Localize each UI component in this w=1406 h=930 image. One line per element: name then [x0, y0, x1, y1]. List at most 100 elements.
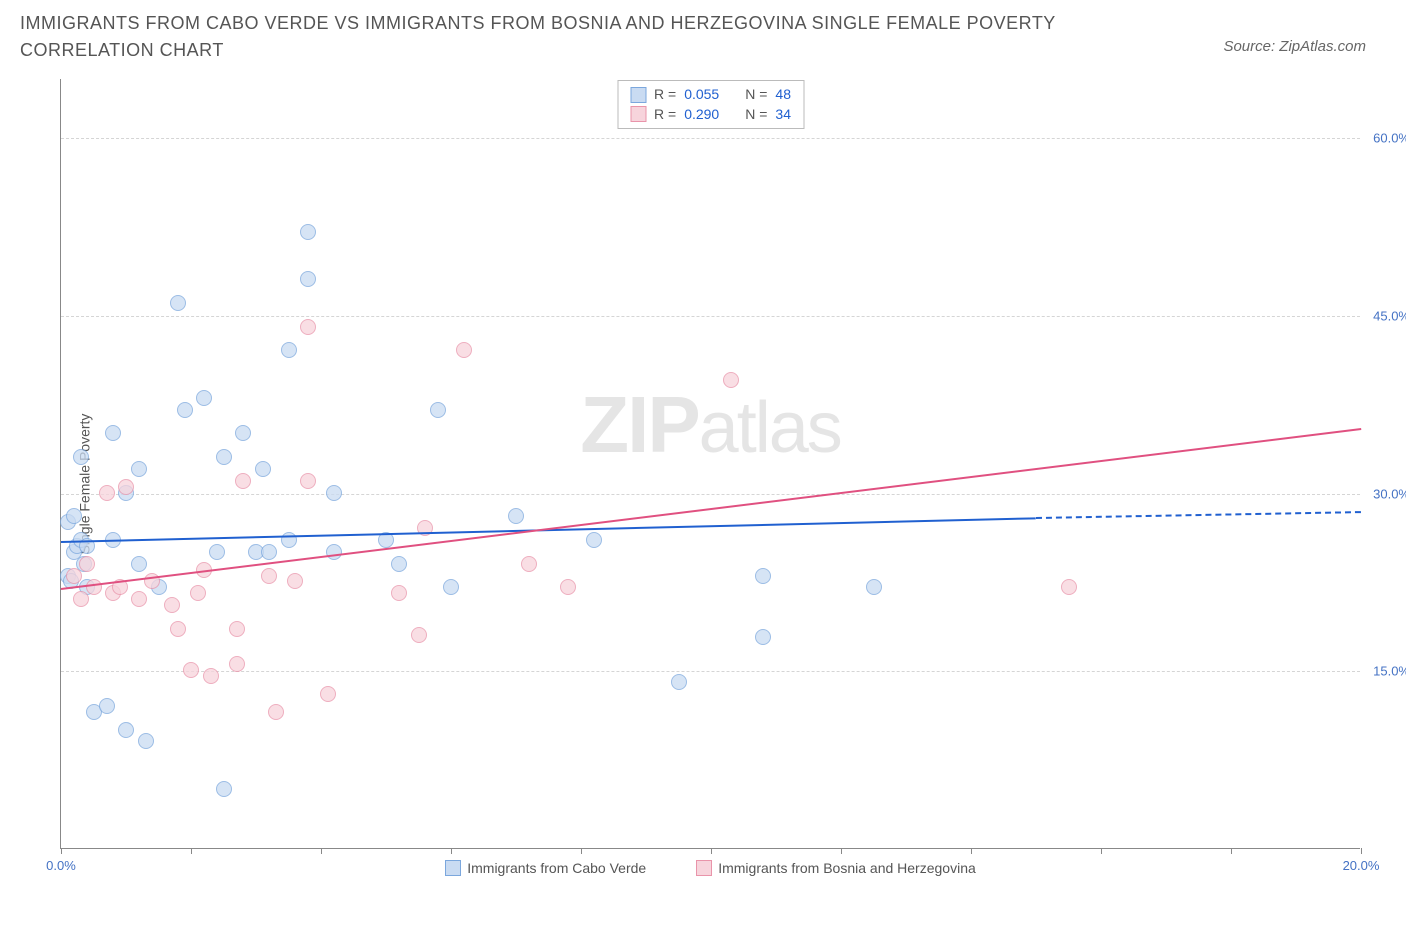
scatter-point	[170, 621, 186, 637]
scatter-point	[671, 674, 687, 690]
scatter-point	[177, 402, 193, 418]
scatter-point	[300, 271, 316, 287]
scatter-point	[209, 544, 225, 560]
scatter-point	[66, 508, 82, 524]
scatter-point	[261, 544, 277, 560]
scatter-point	[391, 556, 407, 572]
x-tick	[711, 848, 712, 854]
scatter-point	[118, 722, 134, 738]
r-label: R =	[654, 105, 676, 125]
scatter-point	[229, 656, 245, 672]
scatter-point	[521, 556, 537, 572]
trend-line	[61, 517, 1036, 543]
x-tick	[581, 848, 582, 854]
x-tick	[1231, 848, 1232, 854]
scatter-point	[170, 295, 186, 311]
scatter-point	[131, 461, 147, 477]
y-tick-label: 30.0%	[1365, 486, 1406, 501]
x-tick	[451, 848, 452, 854]
scatter-point	[430, 402, 446, 418]
legend-row: R = 0.055 N = 48	[630, 85, 791, 105]
x-tick	[1101, 848, 1102, 854]
watermark-atlas: atlas	[699, 388, 841, 468]
x-tick	[1361, 848, 1362, 854]
scatter-point	[391, 585, 407, 601]
scatter-point	[66, 568, 82, 584]
scatter-point	[255, 461, 271, 477]
scatter-point	[508, 508, 524, 524]
legend-swatch	[630, 87, 646, 103]
scatter-point	[443, 579, 459, 595]
n-value: 34	[775, 105, 791, 125]
scatter-point	[411, 627, 427, 643]
scatter-point	[216, 449, 232, 465]
scatter-point	[866, 579, 882, 595]
scatter-point	[268, 704, 284, 720]
legend-item: Immigrants from Bosnia and Herzegovina	[696, 860, 976, 876]
n-label: N =	[745, 105, 767, 125]
scatter-point	[1061, 579, 1077, 595]
x-tick	[971, 848, 972, 854]
legend-swatch	[696, 860, 712, 876]
scatter-point	[300, 319, 316, 335]
trend-line	[1036, 511, 1361, 519]
scatter-point	[320, 686, 336, 702]
series-legend: Immigrants from Cabo Verde Immigrants fro…	[61, 860, 1360, 876]
n-label: N =	[745, 85, 767, 105]
scatter-point	[99, 698, 115, 714]
scatter-point	[138, 733, 154, 749]
gridline	[61, 138, 1360, 139]
scatter-point	[86, 579, 102, 595]
legend-row: R = 0.290 N = 34	[630, 105, 791, 125]
scatter-point	[287, 573, 303, 589]
scatter-point	[235, 425, 251, 441]
scatter-point	[79, 556, 95, 572]
scatter-point	[300, 224, 316, 240]
scatter-point	[456, 342, 472, 358]
y-tick-label: 15.0%	[1365, 664, 1406, 679]
scatter-point	[560, 579, 576, 595]
scatter-point	[196, 390, 212, 406]
scatter-point	[300, 473, 316, 489]
scatter-point	[326, 485, 342, 501]
scatter-point	[73, 591, 89, 607]
scatter-point	[105, 425, 121, 441]
r-value: 0.290	[684, 105, 719, 125]
scatter-point	[723, 372, 739, 388]
x-tick	[841, 848, 842, 854]
scatter-point	[99, 485, 115, 501]
watermark-zip: ZIP	[580, 380, 698, 469]
legend-item: Immigrants from Cabo Verde	[445, 860, 646, 876]
scatter-point	[131, 591, 147, 607]
scatter-point	[216, 781, 232, 797]
gridline	[61, 316, 1360, 317]
scatter-point	[164, 597, 180, 613]
n-value: 48	[775, 85, 791, 105]
scatter-point	[131, 556, 147, 572]
scatter-point	[235, 473, 251, 489]
r-value: 0.055	[684, 85, 719, 105]
scatter-point	[203, 668, 219, 684]
scatter-point	[190, 585, 206, 601]
chart-header: IMMIGRANTS FROM CABO VERDE VS IMMIGRANTS…	[10, 10, 1396, 69]
trend-line	[61, 428, 1361, 590]
legend-label: Immigrants from Bosnia and Herzegovina	[718, 860, 976, 876]
chart-title: IMMIGRANTS FROM CABO VERDE VS IMMIGRANTS…	[20, 10, 1160, 64]
y-tick-label: 45.0%	[1365, 308, 1406, 323]
source-attribution: Source: ZipAtlas.com	[1223, 38, 1366, 55]
x-tick	[321, 848, 322, 854]
watermark: ZIPatlas	[580, 379, 841, 471]
x-tick	[191, 848, 192, 854]
scatter-point	[73, 449, 89, 465]
gridline	[61, 671, 1360, 672]
plot-area: ZIPatlas 15.0%30.0%45.0%60.0%0.0%20.0%R …	[60, 79, 1360, 849]
scatter-point	[229, 621, 245, 637]
legend-swatch	[630, 106, 646, 122]
scatter-point	[261, 568, 277, 584]
stats-legend: R = 0.055 N = 48 R = 0.290 N = 34	[617, 80, 804, 129]
r-label: R =	[654, 85, 676, 105]
chart-container: Single Female Poverty ZIPatlas 15.0%30.0…	[10, 69, 1396, 899]
x-tick	[61, 848, 62, 854]
gridline	[61, 494, 1360, 495]
scatter-point	[183, 662, 199, 678]
